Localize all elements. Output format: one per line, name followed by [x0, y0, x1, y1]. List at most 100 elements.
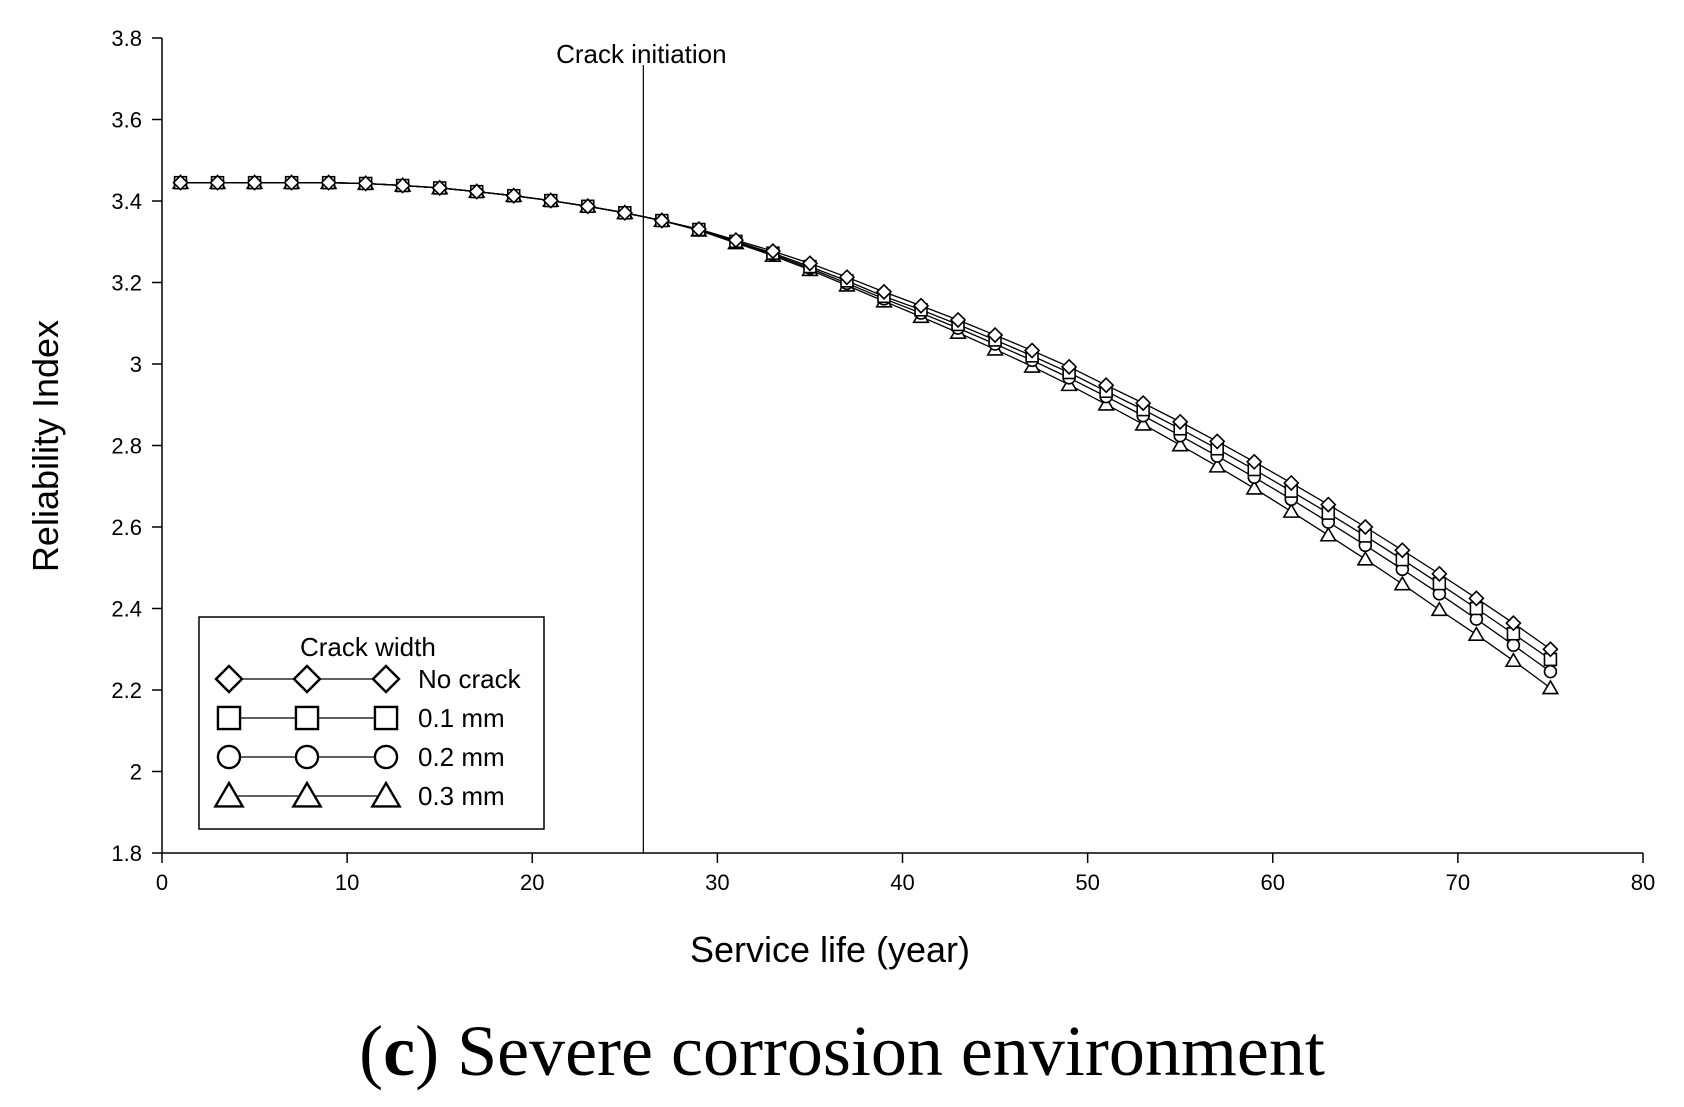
legend-marker: [370, 780, 402, 808]
data-point-no-crack: [172, 174, 189, 191]
legend-label: No crack: [418, 664, 522, 694]
series-0-2-mm: [173, 175, 1558, 679]
data-point-no-crack: [1468, 590, 1485, 607]
data-point-no-crack: [1431, 565, 1448, 582]
y-tick-label: 3: [130, 352, 142, 377]
x-tick-label: 30: [705, 870, 729, 895]
data-point-0-3-mm: [1245, 479, 1263, 495]
legend-item-0-2-mm: 0.2 mm: [216, 742, 505, 772]
series-layer: [171, 174, 1560, 695]
legend-marker: [292, 664, 322, 694]
data-point-no-crack: [801, 255, 819, 272]
data-point-0-3-mm: [1504, 652, 1523, 668]
legend-label: 0.1 mm: [418, 703, 505, 733]
data-point-no-crack: [1394, 542, 1411, 559]
legend-marker: [214, 664, 244, 694]
data-point-0-3-mm: [1208, 457, 1226, 473]
data-point-no-crack: [1505, 615, 1522, 632]
data-point-0-3-mm: [1541, 679, 1560, 695]
data-point-0-3-mm: [1430, 601, 1449, 617]
data-point-no-crack: [1172, 413, 1189, 430]
legend-item-0-1-mm: 0.1 mm: [216, 703, 505, 733]
series-0-1-mm: [173, 175, 1558, 667]
data-point-no-crack: [209, 174, 226, 191]
data-point-no-crack: [616, 204, 633, 221]
x-tick-label: 80: [1631, 870, 1655, 895]
x-tick-label: 20: [520, 870, 544, 895]
x-axis-title: Service life (year): [690, 929, 970, 970]
data-point-no-crack: [838, 269, 856, 286]
figure-caption: (c) Severe corrosion environment: [359, 1011, 1325, 1091]
legend-marker: [294, 744, 320, 770]
y-tick-label: 3.2: [111, 271, 142, 296]
data-point-no-crack: [579, 198, 596, 215]
x-tick-label: 70: [1446, 870, 1470, 895]
data-point-no-crack: [1320, 496, 1337, 513]
data-point-no-crack: [1098, 377, 1115, 394]
series-line-0-3-mm: [180, 182, 1551, 689]
y-tick-label: 3.6: [111, 108, 142, 133]
legend: Crack width No crack 0.1 mm 0.2 mm 0.3 mm: [198, 616, 545, 830]
series-0-3-mm: [171, 174, 1560, 695]
legend-item-no-crack: No crack: [214, 664, 522, 694]
data-point-0-3-mm: [1467, 625, 1486, 641]
caption-open-paren: (: [359, 1011, 383, 1091]
data-point-no-crack: [1209, 433, 1226, 450]
x-tick-label: 60: [1261, 870, 1285, 895]
axes: 0 10 20 30 40 50 60 70 80 1.8 2 2.2 2.4 2.6 2.8 3 3.2 3.4…: [111, 26, 1655, 895]
legend-label: 0.2 mm: [418, 742, 505, 772]
legend-item-0-3-mm: 0.3 mm: [213, 780, 505, 811]
legend-marker: [373, 744, 399, 770]
y-axis-title: Reliability Index: [25, 320, 66, 572]
data-point-no-crack: [912, 297, 930, 314]
legend-marker: [373, 705, 399, 731]
data-point-no-crack: [468, 183, 485, 200]
legend-title: Crack width: [300, 632, 436, 662]
y-tick-label: 2.8: [111, 434, 142, 459]
y-tick-label: 3.8: [111, 26, 142, 51]
data-point-0-2-mm: [1506, 638, 1521, 652]
series-line-0-2-mm: [180, 182, 1551, 673]
data-point-no-crack: [542, 192, 559, 209]
legend-marker: [216, 705, 242, 731]
y-tick-label: 3.4: [111, 189, 142, 214]
data-point-no-crack: [764, 242, 782, 260]
y-tick-label: 2.4: [111, 597, 142, 622]
series-no-crack: [172, 174, 1559, 658]
data-point-0-3-mm: [1393, 575, 1412, 591]
legend-box: [198, 616, 545, 830]
data-point-no-crack: [949, 311, 967, 329]
legend-label: 0.3 mm: [418, 781, 505, 811]
data-point-no-crack: [1283, 474, 1300, 492]
data-point-0-2-mm: [1543, 664, 1558, 679]
y-tick-label: 2.2: [111, 678, 142, 703]
crack-initiation-annotation: Crack initiation: [556, 39, 727, 853]
legend-marker: [294, 705, 320, 731]
data-point-no-crack: [1246, 453, 1263, 470]
data-point-no-crack: [394, 177, 411, 194]
data-point-no-crack: [320, 174, 337, 191]
data-point-no-crack: [1357, 518, 1374, 536]
caption-close-paren: ): [415, 1011, 439, 1091]
data-point-0-3-mm: [1356, 550, 1375, 566]
data-point-no-crack: [1135, 394, 1152, 412]
data-point-no-crack: [357, 175, 374, 192]
data-point-0-3-mm: [1171, 436, 1189, 452]
x-tick-label: 0: [156, 870, 168, 895]
data-point-no-crack: [690, 220, 707, 238]
y-tick-label: 2: [130, 760, 142, 785]
data-point-no-crack: [1542, 641, 1559, 658]
legend-marker: [291, 780, 323, 808]
legend-rows: No crack 0.1 mm 0.2 mm 0.3 mm: [213, 664, 522, 811]
data-point-no-crack: [505, 187, 522, 204]
legend-marker: [216, 744, 242, 770]
data-point-no-crack: [431, 179, 448, 197]
data-point-0-3-mm: [1282, 502, 1301, 518]
series-line-0-1-mm: [180, 182, 1551, 660]
data-point-0-3-mm: [1319, 526, 1338, 542]
data-point-0-3-mm: [1134, 415, 1152, 431]
data-point-no-crack: [283, 174, 300, 191]
crack-initiation-label: Crack initiation: [556, 39, 727, 69]
data-point-no-crack: [1060, 358, 1078, 375]
